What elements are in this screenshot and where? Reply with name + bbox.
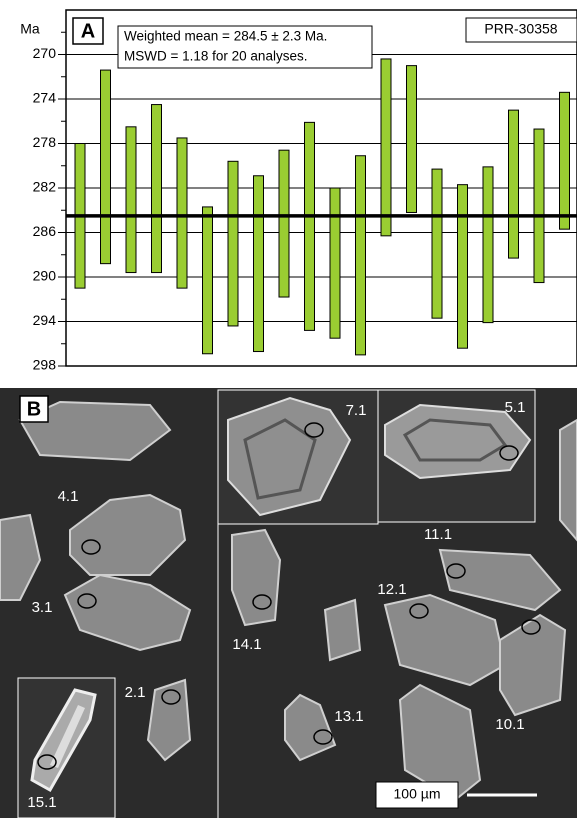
age-bar [100,69,111,265]
spot [313,729,333,745]
annotation: Weighted mean = 284.5 ± 2.3 Ma. [124,29,327,44]
spot [409,603,429,619]
age-bar [380,58,392,237]
y-tick-label: 298 [33,357,57,373]
sample-box [465,17,577,43]
spot [521,619,541,635]
panel-a: Ma 270 274 278 282 286 290 294 298 A Weighted mea… [20,9,577,373]
age-bar [278,149,290,298]
grains [0,390,577,802]
inset-15-1 [17,677,116,819]
y-tick-label: 286 [33,223,57,239]
y-axis-label: Ma [20,21,40,37]
age-bar [304,121,315,331]
zoning [402,418,508,462]
scale-box [375,781,459,809]
grain [398,683,482,802]
zoning [50,705,85,768]
spot [77,593,97,609]
age-bar [176,137,188,289]
spot [446,563,466,579]
grain-label: 2.1 [125,684,146,701]
age-bar [329,187,341,339]
grain [231,528,282,627]
age-bar [406,65,417,213]
spot [252,594,272,610]
grain [323,598,362,662]
panel-b: B 100 µm 4.1 3.1 2.1 15.1 7.1 5.1 11.1 12.1 14.1… [0,388,577,819]
grain-label: 5.1 [505,399,526,416]
y-tick-label: 294 [33,312,57,328]
age-bar [457,184,468,349]
spot [161,689,181,705]
grain [63,573,192,652]
grain-label: 4.1 [58,488,79,505]
spot [37,754,57,770]
grain-label: 12.1 [377,581,406,598]
y-tick-label: 270 [33,45,57,61]
grain [499,613,567,717]
grain-label: 14.1 [232,636,261,653]
age-bar [431,168,443,319]
age-bar [355,155,366,356]
age-bar [253,175,264,353]
grain-label: 13.1 [334,708,363,725]
age-bar [482,166,494,324]
zoning [243,418,317,500]
age-bar [533,128,545,284]
age-bar [559,91,570,230]
inset-7-1 [217,389,379,525]
panel-label-box [19,395,49,423]
grain-label: 10.1 [495,716,524,733]
grain-label: 7.1 [346,402,367,419]
spot [499,445,519,461]
panel-label-box [72,17,104,45]
y-tick-label: 278 [33,134,57,150]
annotation-box [117,25,373,69]
annotation: MSWD = 1.18 for 20 analyses. [124,49,307,64]
inset-5-1 [377,389,536,523]
spot [304,422,324,438]
spots [37,422,541,770]
grain-label: 15.1 [27,794,56,811]
spot [81,539,101,555]
grain [18,400,172,462]
grain [69,493,187,576]
grain-label: 11.1 [424,526,452,543]
age-bar [125,126,137,274]
y-tick-label: 274 [33,90,57,106]
age-bar [202,206,213,355]
grain [0,513,42,601]
grain [559,418,577,542]
grain-label: 3.1 [32,599,53,616]
scale-label: 100 µm [394,786,441,802]
age-bar [508,109,519,259]
panel-label: B [27,398,41,420]
age-bar [227,160,239,327]
sample-label: PRR-30358 [484,21,557,37]
age-bar [151,104,162,274]
panel-label: A [81,20,95,42]
y-tick-label: 282 [33,179,57,195]
y-tick-label: 290 [33,268,57,284]
grain [438,548,562,612]
grain [227,396,352,517]
